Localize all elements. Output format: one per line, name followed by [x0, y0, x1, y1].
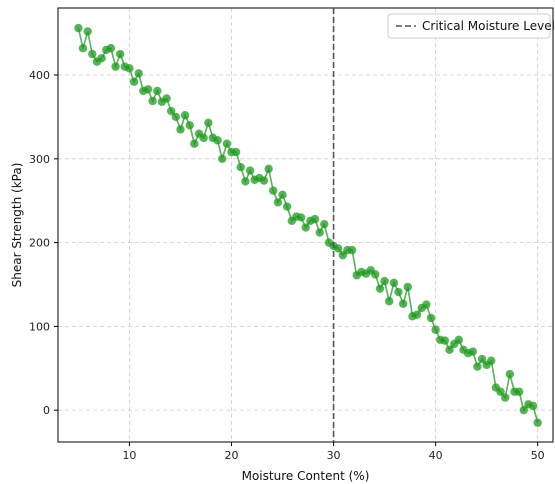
- data-point: [347, 245, 357, 255]
- data-point: [380, 276, 389, 286]
- data-point: [213, 136, 222, 145]
- data-point: [199, 133, 208, 143]
- x-axis-label: Moisture Content (%): [242, 469, 370, 483]
- data-point: [106, 44, 116, 53]
- data-point: [487, 356, 496, 365]
- data-point: [477, 354, 487, 364]
- data-point: [222, 139, 232, 148]
- legend-box: [387, 13, 551, 39]
- data-point: [166, 106, 176, 116]
- data-point: [505, 369, 515, 379]
- data-point: [496, 387, 505, 396]
- x-tick-label: 50: [531, 449, 545, 462]
- data-point: [375, 284, 385, 293]
- data-point: [282, 202, 292, 211]
- axes: [57, 7, 554, 443]
- data-point: [412, 310, 422, 319]
- legend: Critical Moisture Level: [387, 13, 555, 39]
- data-point: [389, 278, 399, 288]
- ticks: 10 20 30 40 50 0 100 200 300 400: [29, 69, 545, 462]
- data-point: [468, 347, 477, 356]
- data-point: [296, 213, 306, 222]
- data-point: [236, 162, 245, 172]
- data-point: [245, 166, 255, 175]
- data-point: [204, 118, 213, 127]
- data-point: [273, 198, 283, 207]
- data-point: [259, 176, 269, 185]
- data-point: [394, 287, 403, 297]
- data-point: [185, 121, 194, 130]
- data-point: [473, 362, 482, 371]
- y-tick-label: 200: [29, 237, 50, 250]
- data-point: [398, 299, 408, 308]
- legend-entry: Critical Moisture Level: [422, 19, 555, 33]
- data-point: [333, 244, 343, 253]
- data-point: [115, 49, 125, 59]
- data-point: [134, 69, 143, 78]
- data-point: [162, 94, 171, 103]
- data-point: [88, 49, 97, 59]
- data-point: [533, 418, 542, 427]
- data-point: [190, 139, 199, 148]
- data-point: [264, 164, 273, 174]
- x-tick-label: 40: [429, 449, 443, 462]
- data-point: [111, 62, 120, 71]
- data-point: [528, 401, 538, 411]
- data-point: [148, 96, 157, 106]
- data-point: [315, 228, 324, 237]
- data-point: [445, 345, 454, 355]
- data-point: [171, 112, 181, 122]
- data-point: [241, 177, 250, 186]
- data-point: [454, 335, 463, 344]
- data-point: [78, 44, 88, 53]
- data-point: [431, 325, 440, 334]
- x-tick-label: 10: [122, 449, 136, 462]
- data-point: [519, 405, 529, 415]
- data-point: [440, 336, 450, 345]
- data-point: [176, 125, 185, 134]
- data-point: [426, 313, 436, 323]
- data-point: [514, 387, 524, 396]
- data-point: [125, 64, 134, 73]
- data-point: [74, 23, 83, 33]
- x-tick-label: 30: [327, 449, 341, 462]
- grid: [58, 8, 553, 442]
- x-tick-label: 20: [225, 449, 239, 462]
- data-point: [269, 186, 278, 195]
- y-axis-label: Shear Strength (kPa): [10, 163, 24, 288]
- data-point: [153, 86, 162, 96]
- data-point: [384, 297, 394, 306]
- data-point: [218, 154, 227, 164]
- y-tick-label: 300: [29, 153, 50, 166]
- data-point: [371, 270, 380, 279]
- data-point: [310, 214, 320, 224]
- data-point: [278, 190, 287, 200]
- data-point: [97, 54, 106, 63]
- data-point: [501, 393, 510, 402]
- data-point: [83, 27, 92, 36]
- plot-frame: [57, 7, 554, 443]
- data-point: [143, 85, 153, 94]
- data-point: [129, 77, 139, 86]
- data-point: [180, 111, 190, 120]
- y-tick-label: 0: [43, 404, 50, 417]
- data-point: [403, 282, 412, 292]
- series-marks: [74, 23, 542, 427]
- y-tick-label: 100: [29, 320, 50, 333]
- data-point: [320, 219, 329, 229]
- y-tick-label: 400: [29, 69, 50, 82]
- data-point: [301, 223, 310, 232]
- data-point: [231, 147, 241, 157]
- data-point: [422, 300, 431, 309]
